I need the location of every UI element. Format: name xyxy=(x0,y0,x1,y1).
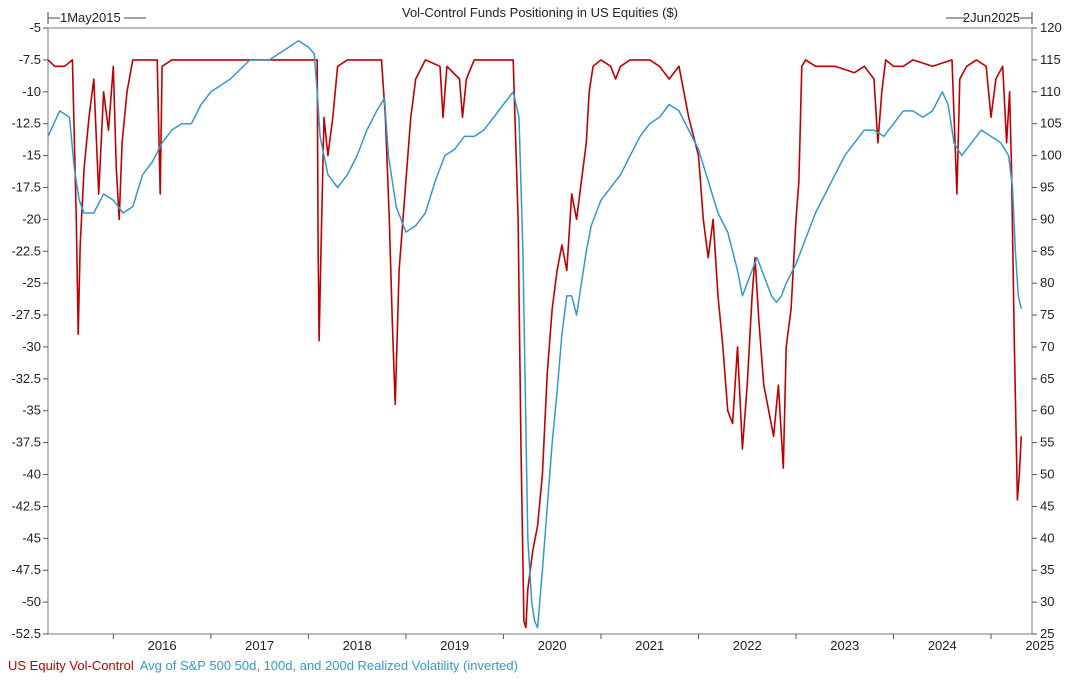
plot-frame xyxy=(47,27,1033,635)
left-tick-label: -47.5 xyxy=(11,562,41,577)
left-tick-label: -15 xyxy=(22,148,41,163)
x-tick-label: 2019 xyxy=(440,638,469,653)
x-tick-label: 2016 xyxy=(148,638,177,653)
left-tick-label: -10 xyxy=(22,84,41,99)
left-tick-label: -32.5 xyxy=(11,371,41,386)
left-tick-label: -12.5 xyxy=(11,116,41,131)
x-tick-label: 2025 xyxy=(1025,638,1054,653)
right-tick-label: 100 xyxy=(1040,148,1062,163)
right-tick-label: 80 xyxy=(1040,275,1054,290)
right-tick-label: 105 xyxy=(1040,116,1062,131)
realized-volatility-series-line xyxy=(47,40,1023,629)
right-tick-label: 55 xyxy=(1040,435,1054,450)
right-tick-label: 120 xyxy=(1040,20,1062,35)
x-tick-label: 2024 xyxy=(928,638,957,653)
vol-control-series-line xyxy=(47,59,1023,629)
right-tick-label: 110 xyxy=(1040,84,1061,99)
legend: US Equity Vol-Control Avg of S&P 500 50d,… xyxy=(8,658,524,673)
right-tick-label: 75 xyxy=(1040,307,1054,322)
left-tick-label: -7.5 xyxy=(19,52,41,67)
x-tick-label: 2018 xyxy=(343,638,372,653)
right-tick-label: 30 xyxy=(1040,594,1054,609)
right-tick-label: 35 xyxy=(1040,562,1054,577)
left-tick-label: -30 xyxy=(22,339,41,354)
left-tick-label: -22.5 xyxy=(11,243,41,258)
left-tick-label: -42.5 xyxy=(11,498,41,513)
left-tick-label: -27.5 xyxy=(11,307,41,322)
left-tick-label: -52.5 xyxy=(11,626,41,641)
legend-vol-control: US Equity Vol-Control xyxy=(8,658,134,673)
right-tick-label: 90 xyxy=(1040,211,1054,226)
right-tick-label: 95 xyxy=(1040,179,1054,194)
right-tick-label: 115 xyxy=(1040,52,1061,67)
right-tick-label: 60 xyxy=(1040,403,1054,418)
series-layer xyxy=(47,40,1023,629)
left-tick-label: -50 xyxy=(22,594,41,609)
left-axis: -5 -7.5 -10 -12.5 -15 -17.5 -20 -22.5 -25 -27.5 -3… xyxy=(11,20,48,641)
right-tick-label: 70 xyxy=(1040,339,1054,354)
left-tick-label: -45 xyxy=(22,530,41,545)
legend-realized-volatility: Avg of S&P 500 50d, 100d, and 200d Reali… xyxy=(139,658,518,673)
chart-title: Vol-Control Funds Positioning in US Equi… xyxy=(402,5,678,20)
left-tick-label: -40 xyxy=(22,467,41,482)
x-tick-label: 2017 xyxy=(245,638,274,653)
start-date-label: 1May2015 xyxy=(60,10,121,25)
right-tick-label: 40 xyxy=(1040,530,1054,545)
right-tick-label: 85 xyxy=(1040,243,1054,258)
left-tick-label: -25 xyxy=(22,275,41,290)
right-tick-label: 50 xyxy=(1040,467,1054,482)
right-tick-label: 25 xyxy=(1040,626,1054,641)
right-tick-label: 65 xyxy=(1040,371,1054,386)
x-tick-label: 2023 xyxy=(830,638,859,653)
end-date-label: 2Jun2025 xyxy=(963,10,1020,25)
x-tick-label: 2020 xyxy=(538,638,567,653)
x-tick-label: 2022 xyxy=(733,638,762,653)
right-tick-label: 45 xyxy=(1040,498,1054,513)
left-tick-label: -37.5 xyxy=(11,435,41,450)
left-tick-label: -35 xyxy=(22,403,41,418)
x-axis: 2016 2017 2018 2019 2020 2021 2022 2023 2024 2025 xyxy=(112,634,1054,653)
right-axis: 120 115 110 105 100 95 90 85 80 75 70 65 60 55 50 45 40 3… xyxy=(1032,20,1062,641)
left-tick-label: -5 xyxy=(29,20,41,35)
x-tick-label: 2021 xyxy=(635,638,664,653)
left-tick-label: -20 xyxy=(22,211,41,226)
left-tick-label: -17.5 xyxy=(11,179,41,194)
